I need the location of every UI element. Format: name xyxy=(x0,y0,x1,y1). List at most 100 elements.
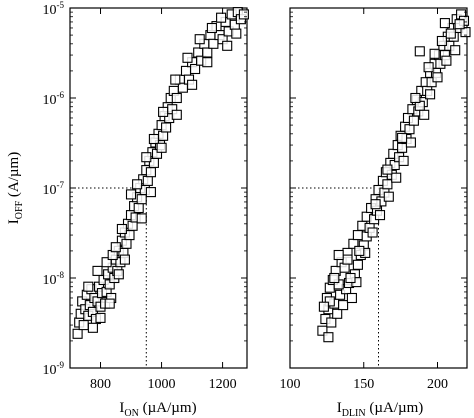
right-point-102 xyxy=(324,296,335,307)
right-point-100 xyxy=(342,254,353,265)
left-point-76 xyxy=(208,38,219,49)
left-point-89 xyxy=(92,265,103,276)
left-point-105 xyxy=(113,269,124,280)
left-point-95 xyxy=(132,179,143,190)
left-point-113 xyxy=(187,79,198,90)
left-point-107 xyxy=(95,312,106,323)
left-point-110 xyxy=(145,187,156,198)
y-tick-label-2: 10-7 xyxy=(43,180,65,198)
left-point-58 xyxy=(161,122,172,133)
left-point-111 xyxy=(156,142,167,153)
right-scatter-points xyxy=(317,9,471,343)
right-point-79 xyxy=(398,155,409,166)
y-tick-label-3: 10-6 xyxy=(43,90,65,108)
y-tick-label-4: 10-5 xyxy=(43,0,65,18)
left-point-86 xyxy=(238,9,249,20)
left-scatter-points xyxy=(72,7,249,339)
right-point-14 xyxy=(346,292,357,304)
left-point-104 xyxy=(119,254,130,265)
left-point-90 xyxy=(101,257,112,268)
right-point-44 xyxy=(397,142,408,153)
right-point-48 xyxy=(404,124,415,135)
y-tick-label-1: 10-8 xyxy=(43,270,65,288)
right-point-106 xyxy=(439,18,450,29)
right-point-81 xyxy=(383,191,394,202)
left-point-106 xyxy=(104,298,115,309)
left-point-115 xyxy=(231,28,242,39)
right-point-105 xyxy=(419,109,430,120)
right-point-82 xyxy=(374,210,386,221)
left-x-tick-label-1: 1000 xyxy=(148,377,176,392)
right-point-18 xyxy=(352,259,363,270)
right-point-4 xyxy=(326,317,337,328)
left-x-tick-label-2: 1200 xyxy=(209,377,237,392)
left-point-46 xyxy=(142,175,153,186)
left-point-96 xyxy=(141,152,152,163)
right-point-8 xyxy=(335,289,346,300)
left-point-87 xyxy=(222,40,233,51)
left-point-64 xyxy=(171,92,182,104)
left-point-42 xyxy=(136,194,147,205)
left-x-ticks: 800 1000 1200 xyxy=(90,8,237,392)
left-point-74 xyxy=(202,47,213,58)
right-point-93 xyxy=(454,19,465,30)
left-x-axis-label: ION (µA/µm) xyxy=(119,400,196,418)
left-point-94 xyxy=(125,189,137,200)
left-point-93 xyxy=(116,223,127,235)
left-point-103 xyxy=(216,12,227,23)
right-point-7 xyxy=(332,308,343,319)
right-point-89 xyxy=(323,332,334,343)
left-point-97 xyxy=(148,133,159,145)
y-axis-label: IOFF (A/µm) xyxy=(6,152,25,224)
left-point-92 xyxy=(110,242,121,253)
right-point-50 xyxy=(408,115,419,126)
right-point-103 xyxy=(318,301,329,312)
right-x-tick-label-2: 200 xyxy=(427,377,448,392)
left-point-101 xyxy=(194,34,205,45)
right-point-80 xyxy=(391,172,402,183)
right-x-ticks: 100 150 200 xyxy=(280,8,448,392)
left-point-109 xyxy=(136,213,147,224)
right-point-10 xyxy=(338,300,349,311)
right-point-91 xyxy=(436,35,447,47)
left-point-112 xyxy=(171,109,182,120)
right-point-90 xyxy=(329,272,340,284)
left-x-tick-label-0: 800 xyxy=(90,377,111,392)
right-point-0 xyxy=(317,325,328,336)
right-point-36 xyxy=(382,179,393,190)
right-point-74 xyxy=(441,55,452,66)
right-point-94 xyxy=(429,48,440,59)
right-point-98 xyxy=(370,199,381,210)
left-point-70 xyxy=(190,63,201,75)
left-point-4 xyxy=(78,320,89,331)
right-point-92 xyxy=(445,28,456,39)
right-x-tick-label-0: 100 xyxy=(280,377,301,392)
right-point-75 xyxy=(432,72,443,83)
right-point-86 xyxy=(345,272,356,284)
left-point-88 xyxy=(83,281,94,292)
right-point-108 xyxy=(414,46,425,57)
right-y-ticks xyxy=(290,7,467,369)
right-point-97 xyxy=(382,164,393,175)
left-point-67 xyxy=(180,65,192,76)
right-reference-lines xyxy=(290,187,379,368)
right-panel: 100 150 200 IDLIN (µA/µm) xyxy=(280,7,471,418)
left-y-ticks: 10-9 10-8 10-7 10-6 10-5 xyxy=(43,0,247,378)
left-point-32 xyxy=(121,238,132,249)
left-point-98 xyxy=(158,106,169,117)
right-point-21 xyxy=(352,230,363,241)
left-point-48 xyxy=(145,167,156,178)
right-point-95 xyxy=(410,92,421,104)
left-point-56 xyxy=(158,130,169,141)
right-point-101 xyxy=(333,249,344,261)
left-point-40 xyxy=(133,202,144,214)
y-tick-label-0: 10-9 xyxy=(43,360,65,378)
right-point-104 xyxy=(423,62,434,73)
left-point-0 xyxy=(72,328,83,339)
right-point-78 xyxy=(405,137,416,148)
left-point-99 xyxy=(170,74,181,85)
right-x-tick-label-1: 150 xyxy=(353,377,374,392)
left-point-108 xyxy=(87,322,98,333)
right-point-107 xyxy=(450,45,461,56)
